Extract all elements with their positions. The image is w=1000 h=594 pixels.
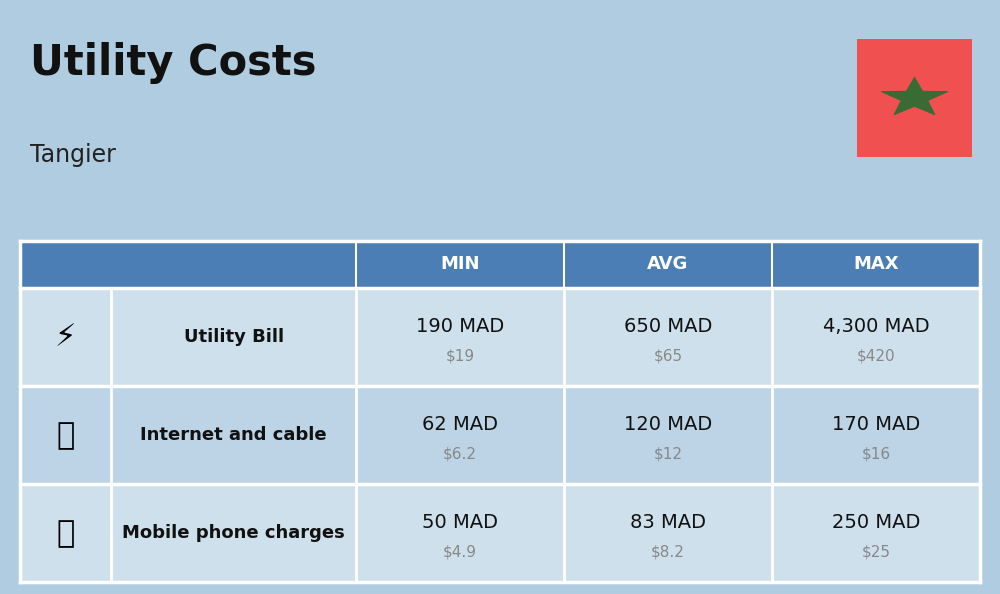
Text: 4,300 MAD: 4,300 MAD [823,317,929,336]
Text: $25: $25 [861,544,890,560]
Text: $6.2: $6.2 [443,446,477,462]
Text: Utility Costs: Utility Costs [30,42,316,84]
Text: $8.2: $8.2 [651,544,685,560]
FancyBboxPatch shape [20,386,980,484]
Text: 50 MAD: 50 MAD [422,513,498,532]
Text: $16: $16 [861,446,891,462]
Text: Utility Bill: Utility Bill [184,328,284,346]
Text: 📡: 📡 [56,421,75,450]
Text: Mobile phone charges: Mobile phone charges [122,524,345,542]
Text: 190 MAD: 190 MAD [416,317,504,336]
Text: $420: $420 [857,349,895,364]
FancyBboxPatch shape [20,241,980,289]
FancyBboxPatch shape [857,39,972,157]
Text: MAX: MAX [853,255,899,273]
Text: Tangier: Tangier [30,143,116,166]
Text: 62 MAD: 62 MAD [422,415,498,434]
Text: 120 MAD: 120 MAD [624,415,712,434]
Polygon shape [882,78,947,115]
FancyBboxPatch shape [20,289,980,386]
Text: 650 MAD: 650 MAD [624,317,712,336]
Text: 83 MAD: 83 MAD [630,513,706,532]
Text: 170 MAD: 170 MAD [832,415,920,434]
Text: Internet and cable: Internet and cable [140,426,327,444]
Text: AVG: AVG [647,255,689,273]
Text: $65: $65 [653,349,683,364]
FancyBboxPatch shape [20,484,980,582]
Text: $19: $19 [445,349,475,364]
Text: $4.9: $4.9 [443,544,477,560]
Text: ⚡: ⚡ [55,323,76,352]
Text: 250 MAD: 250 MAD [832,513,920,532]
Text: MIN: MIN [440,255,480,273]
Text: 📱: 📱 [56,519,75,548]
Text: $12: $12 [653,446,682,462]
